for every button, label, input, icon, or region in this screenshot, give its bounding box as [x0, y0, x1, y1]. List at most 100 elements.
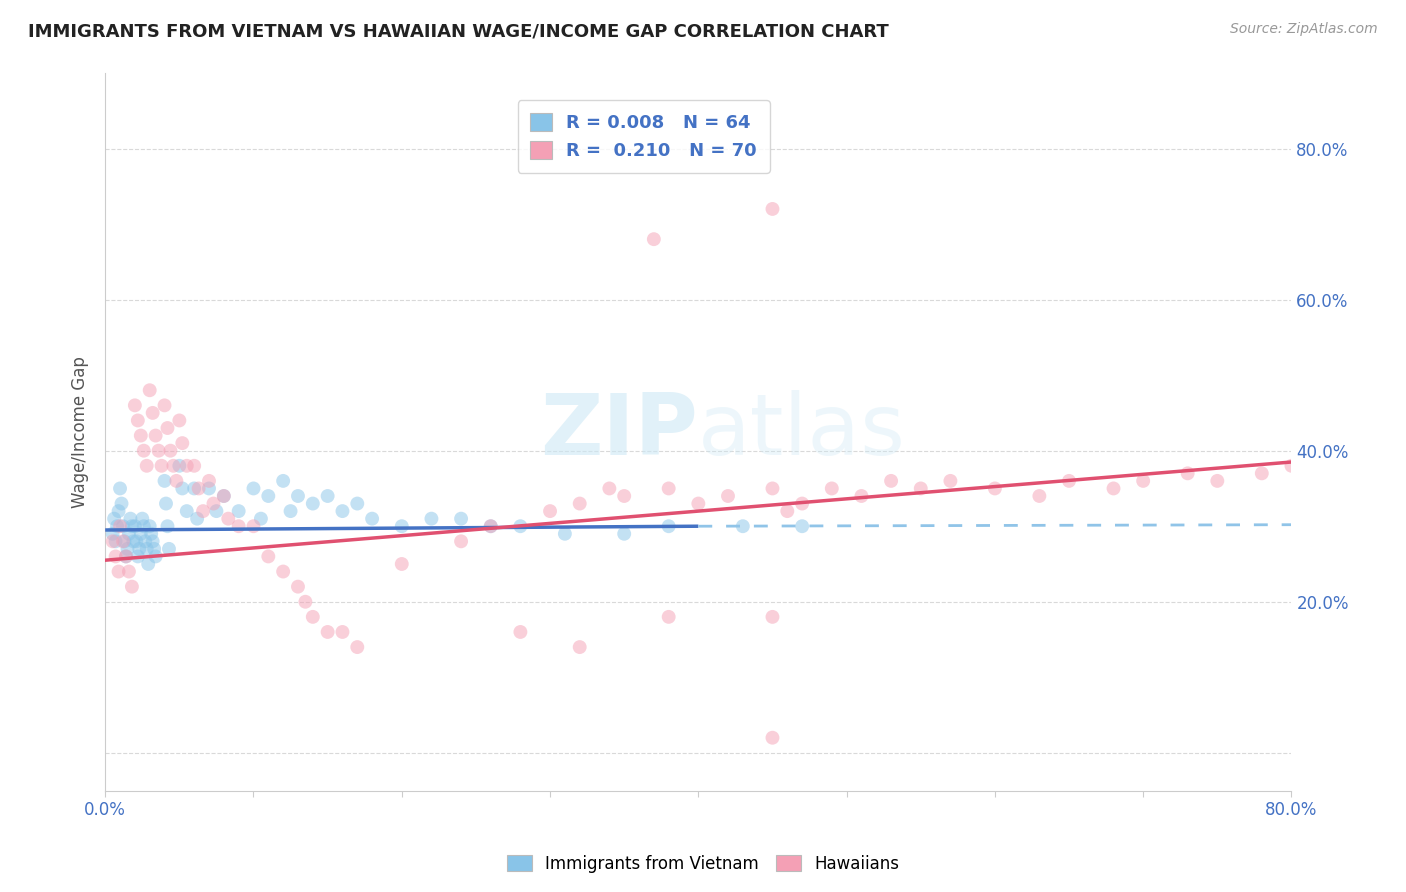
Point [332, 624, 354, 639]
Point [191, 504, 214, 518]
Point [162, 458, 184, 473]
Point [391, 557, 413, 571]
Point [391, 519, 413, 533]
Point [346, 640, 368, 654]
Text: ZIP: ZIP [540, 391, 699, 474]
Point [111, 534, 134, 549]
Point [776, 504, 799, 518]
Point [134, 534, 156, 549]
Point [128, 541, 150, 556]
Point [271, 474, 294, 488]
Point [910, 482, 932, 496]
Point [332, 504, 354, 518]
Point [183, 482, 205, 496]
Point [186, 511, 208, 525]
Point [143, 541, 166, 556]
Point [187, 482, 209, 496]
Point [121, 580, 143, 594]
Point [554, 526, 576, 541]
Point [159, 443, 181, 458]
Text: IMMIGRANTS FROM VIETNAM VS HAWAIIAN WAGE/INCOME GAP CORRELATION CHART: IMMIGRANTS FROM VIETNAM VS HAWAIIAN WAGE… [28, 22, 889, 40]
Point [127, 549, 149, 564]
Point [1250, 467, 1272, 481]
Point [157, 541, 180, 556]
Point [361, 511, 384, 525]
Point [880, 474, 903, 488]
Point [165, 474, 187, 488]
Point [108, 519, 131, 533]
Point [202, 497, 225, 511]
Point [135, 458, 157, 473]
Point [107, 565, 129, 579]
Point [138, 519, 160, 533]
Point [114, 534, 136, 549]
Point [217, 511, 239, 525]
Point [172, 436, 194, 450]
Point [117, 541, 139, 556]
Point [939, 474, 962, 488]
Point [250, 511, 273, 525]
Point [108, 482, 131, 496]
Point [301, 610, 323, 624]
Point [153, 398, 176, 412]
Point [176, 504, 198, 518]
Point [150, 458, 173, 473]
Point [104, 549, 127, 564]
Point [568, 497, 591, 511]
Point [613, 526, 636, 541]
Point [1028, 489, 1050, 503]
Text: atlas: atlas [699, 391, 907, 474]
Point [717, 489, 740, 503]
Point [120, 511, 142, 525]
Point [107, 504, 129, 518]
Point [613, 489, 636, 503]
Point [1206, 474, 1229, 488]
Point [103, 511, 125, 525]
Point [132, 519, 155, 533]
Point [287, 489, 309, 503]
Point [141, 526, 163, 541]
Point [228, 504, 250, 518]
Point [984, 482, 1007, 496]
Point [479, 519, 502, 533]
Point [658, 482, 681, 496]
Point [118, 526, 141, 541]
Point [538, 504, 561, 518]
Point [688, 497, 710, 511]
Point [851, 489, 873, 503]
Point [145, 549, 167, 564]
Point [1057, 474, 1080, 488]
Point [301, 497, 323, 511]
Point [1281, 458, 1303, 473]
Point [316, 489, 339, 503]
Legend: Immigrants from Vietnam, Hawaiians: Immigrants from Vietnam, Hawaiians [501, 848, 905, 880]
Point [122, 534, 145, 549]
Point [115, 549, 138, 564]
Point [294, 595, 316, 609]
Point [643, 232, 665, 246]
Point [479, 519, 502, 533]
Point [212, 489, 235, 503]
Y-axis label: Wage/Income Gap: Wage/Income Gap [72, 356, 89, 508]
Point [450, 534, 472, 549]
Point [135, 541, 157, 556]
Point [138, 383, 160, 397]
Point [792, 497, 814, 511]
Point [658, 610, 681, 624]
Point [169, 458, 191, 473]
Point [172, 482, 194, 496]
Legend: R = 0.008   N = 64, R =  0.210   N = 70: R = 0.008 N = 64, R = 0.210 N = 70 [517, 100, 769, 173]
Point [156, 421, 179, 435]
Point [118, 565, 141, 579]
Point [242, 482, 264, 496]
Point [761, 202, 783, 216]
Point [346, 497, 368, 511]
Point [1102, 482, 1125, 496]
Point [142, 406, 165, 420]
Point [598, 482, 620, 496]
Point [125, 534, 148, 549]
Point [658, 519, 681, 533]
Point [205, 504, 228, 518]
Point [198, 474, 221, 488]
Point [101, 534, 124, 549]
